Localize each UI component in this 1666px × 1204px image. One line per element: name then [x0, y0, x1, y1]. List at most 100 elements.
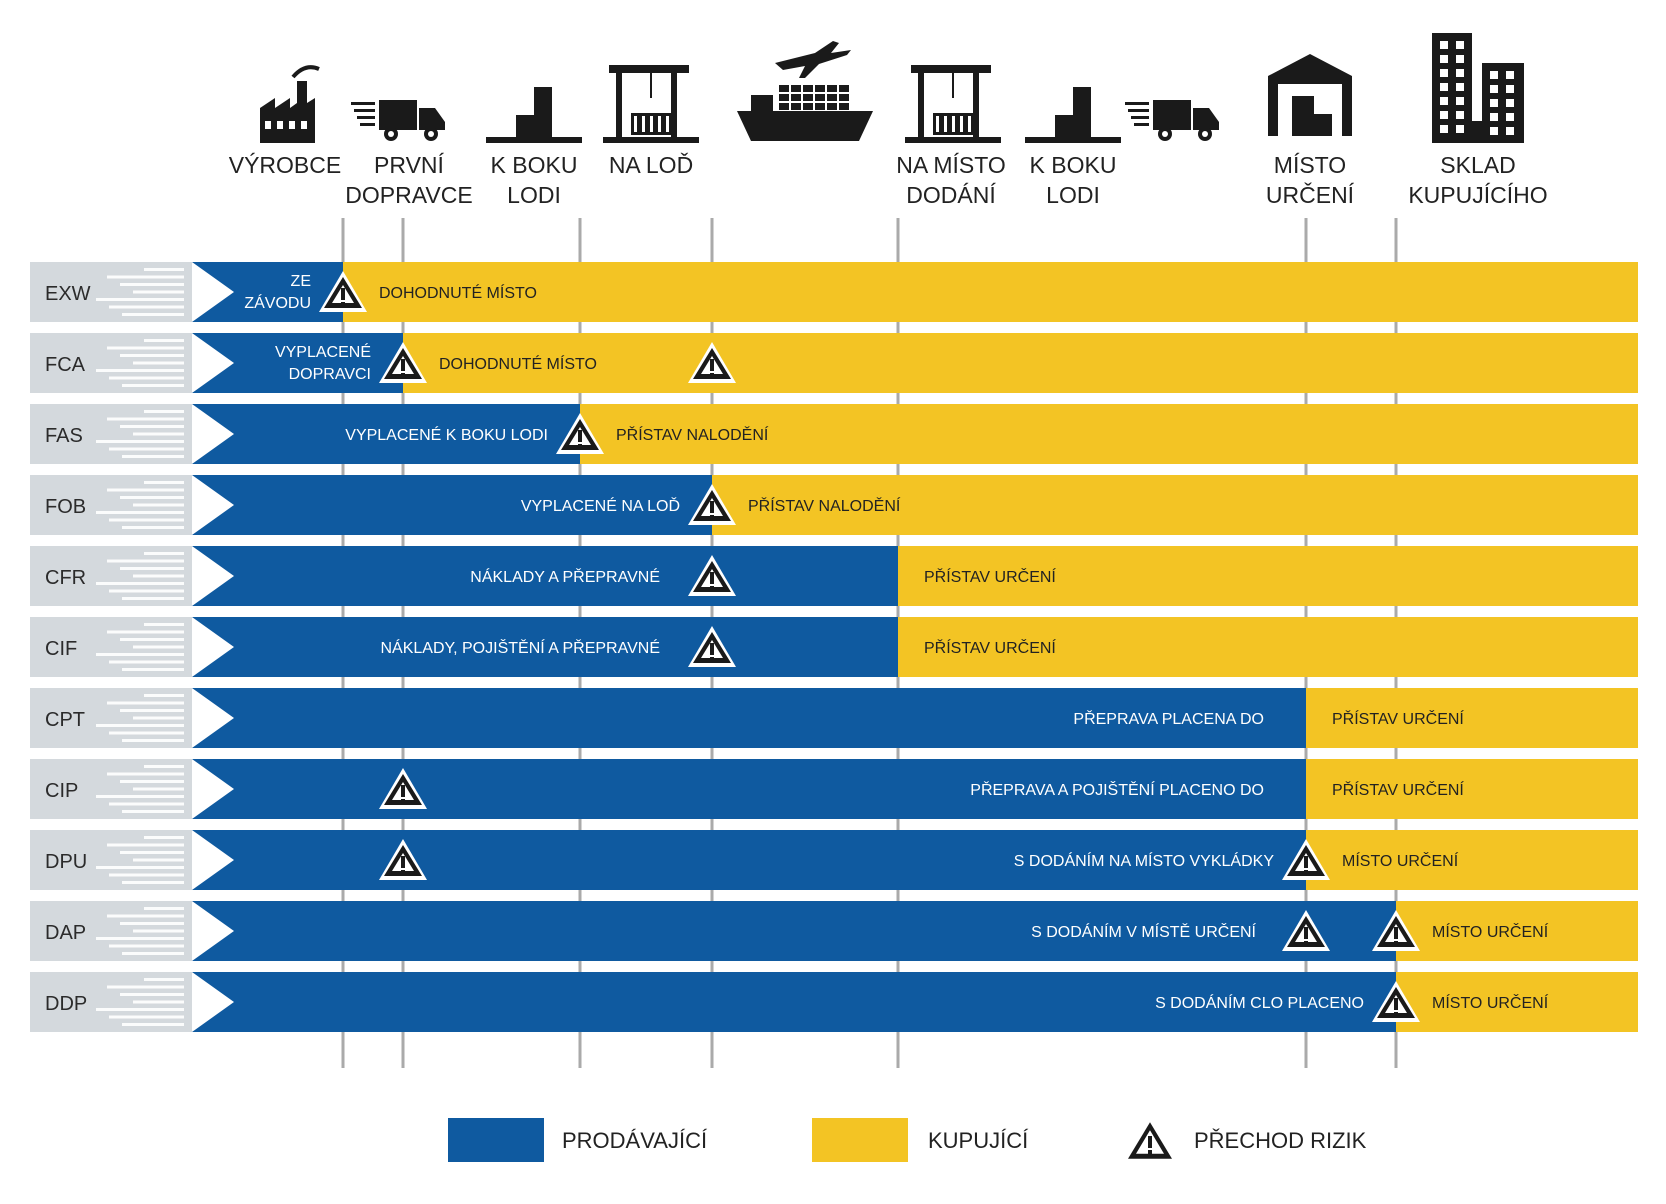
incoterm-code: DDP	[45, 993, 87, 1015]
incoterm-code: FCA	[45, 354, 86, 376]
row-chevron	[192, 688, 234, 748]
code-stripe	[122, 739, 184, 742]
code-stripe	[144, 623, 184, 626]
stage-label-k-boku-lodi-2: K BOKU	[1030, 152, 1117, 178]
incoterm-row-fob: FOB VYPLACENÉ NA LOĎ PŘÍSTAV NALODĚNÍ	[30, 475, 1638, 535]
incoterm-row-ddp: DDP S DODÁNÍM CLO PLACENO MÍSTO URČENÍ	[30, 972, 1638, 1032]
code-stripe	[109, 447, 184, 451]
code-stripe	[96, 724, 184, 727]
code-stripe	[122, 597, 184, 600]
stage-label-sklad-kupujiciho: KUPUJÍCÍHO	[1408, 182, 1547, 208]
code-stripe	[120, 993, 184, 996]
incoterm-row-cip: CIP PŘEPRAVA A POJIŠTĚNÍ PLACENO DO PŘÍSTA…	[30, 759, 1638, 819]
legend-seller-label: PRODÁVAJÍCÍ	[562, 1128, 708, 1153]
row-chevron	[192, 475, 234, 535]
seller-label: S DODÁNÍM V MÍSTĚ URČENÍ	[1031, 922, 1256, 941]
incoterm-row-exw: EXW ZE ZÁVODU DOHODNUTÉ MÍSTO	[30, 262, 1638, 322]
code-stripe	[133, 929, 184, 933]
code-stripe	[133, 574, 184, 578]
seller-label: NÁKLADY, POJIŠTĚNÍ A PŘEPRAVNÉ	[380, 638, 660, 657]
incoterm-code: DPU	[45, 851, 87, 873]
code-stripe	[122, 952, 184, 955]
buyer-label: DOHODNUTÉ MÍSTO	[379, 283, 537, 302]
incoterm-code: CFR	[45, 567, 86, 589]
risk-transfer-icon	[319, 271, 367, 312]
code-stripe	[133, 645, 184, 649]
code-stripe	[144, 339, 184, 342]
code-stripe	[109, 802, 184, 806]
buildings-icon	[1432, 33, 1524, 143]
buyer-label: PŘÍSTAV NALODĚNÍ	[616, 425, 769, 444]
risk-transfer-icon	[1282, 910, 1330, 951]
code-stripe	[109, 518, 184, 522]
legend: PRODÁVAJÍCÍ KUPUJÍCÍ PŘECHOD RIZIK	[448, 1116, 1367, 1163]
incoterm-row-dap: DAP S DODÁNÍM V MÍSTĚ URČENÍ MÍSTO URČENÍ	[30, 901, 1638, 961]
risk-transfer-icon	[1282, 839, 1330, 880]
legend-risk-label: PŘECHOD RIZIK	[1194, 1128, 1367, 1153]
legend-buyer-swatch	[812, 1118, 908, 1162]
code-stripe	[122, 668, 184, 671]
code-stripe	[96, 582, 184, 585]
incoterm-code: FAS	[45, 425, 83, 447]
seller-bar	[192, 901, 1396, 961]
risk-transfer-icon	[688, 626, 736, 667]
code-stripe	[144, 481, 184, 484]
code-stripe	[144, 552, 184, 555]
buyer-label: MÍSTO URČENÍ	[1432, 922, 1549, 941]
row-chevron	[192, 617, 234, 677]
row-chevron	[192, 759, 234, 819]
truck-icon	[351, 100, 445, 141]
risk-transfer-icon	[379, 768, 427, 809]
seller-bar	[192, 404, 580, 464]
code-stripe	[133, 858, 184, 862]
code-stripe	[133, 503, 184, 507]
seller-label: S DODÁNÍM CLO PLACENO	[1155, 993, 1364, 1012]
risk-transfer-icon	[1123, 1116, 1177, 1163]
risk-transfer-icon	[556, 413, 604, 454]
ship-plane-icon	[737, 41, 873, 141]
code-stripe	[120, 709, 184, 712]
pier-icon	[486, 87, 582, 143]
risk-transfer-icon	[688, 342, 736, 383]
warehouse-icon	[1268, 54, 1352, 136]
row-chevron	[192, 830, 234, 890]
incoterm-rows: EXW ZE ZÁVODU DOHODNUTÉ MÍSTO FCA VYPLACENÉ DO…	[30, 262, 1638, 1032]
stage-label-vyrobce: VÝROBCE	[229, 152, 341, 178]
row-chevron	[192, 262, 234, 322]
code-stripe	[122, 810, 184, 813]
code-stripe	[109, 731, 184, 735]
code-stripe	[120, 283, 184, 286]
seller-bar	[192, 617, 898, 677]
stage-icons	[260, 33, 1524, 143]
seller-bar	[192, 972, 1396, 1032]
incoterm-row-cfr: CFR NÁKLADY A PŘEPRAVNÉ PŘÍSTAV URČENÍ	[30, 546, 1638, 606]
incoterm-code: CIF	[45, 638, 77, 660]
code-stripe	[107, 985, 184, 989]
code-stripe	[122, 384, 184, 387]
code-stripe	[120, 922, 184, 925]
code-stripe	[120, 567, 184, 570]
seller-label: PŘEPRAVA PLACENA DO	[1073, 709, 1264, 728]
code-stripe	[144, 907, 184, 910]
code-stripe	[133, 716, 184, 720]
code-stripe	[122, 1023, 184, 1026]
code-stripe	[109, 305, 184, 309]
seller-label: S DODÁNÍM NA MÍSTO VYKLÁDKY	[1014, 851, 1275, 870]
incoterm-code: DAP	[45, 922, 86, 944]
code-stripe	[107, 630, 184, 634]
row-chevron	[192, 546, 234, 606]
code-stripe	[109, 944, 184, 948]
incoterm-row-cif: CIF NÁKLADY, POJIŠTĚNÍ A PŘEPRAVNÉ PŘÍSTAV…	[30, 617, 1638, 677]
row-chevron	[192, 404, 234, 464]
factory-icon	[260, 65, 320, 143]
code-stripe	[109, 589, 184, 593]
pier-icon	[1025, 87, 1121, 143]
code-stripe	[109, 376, 184, 380]
code-stripe	[96, 440, 184, 443]
risk-transfer-icon	[1372, 981, 1420, 1022]
stage-label-sklad-kupujiciho: SKLAD	[1440, 152, 1515, 178]
stage-label-k-boku-lodi-1: LODI	[507, 182, 561, 208]
stage-label-na-lod: NA LOĎ	[609, 152, 693, 178]
seller-label: DOPRAVCI	[289, 366, 371, 383]
risk-transfer-icon	[1372, 910, 1420, 951]
